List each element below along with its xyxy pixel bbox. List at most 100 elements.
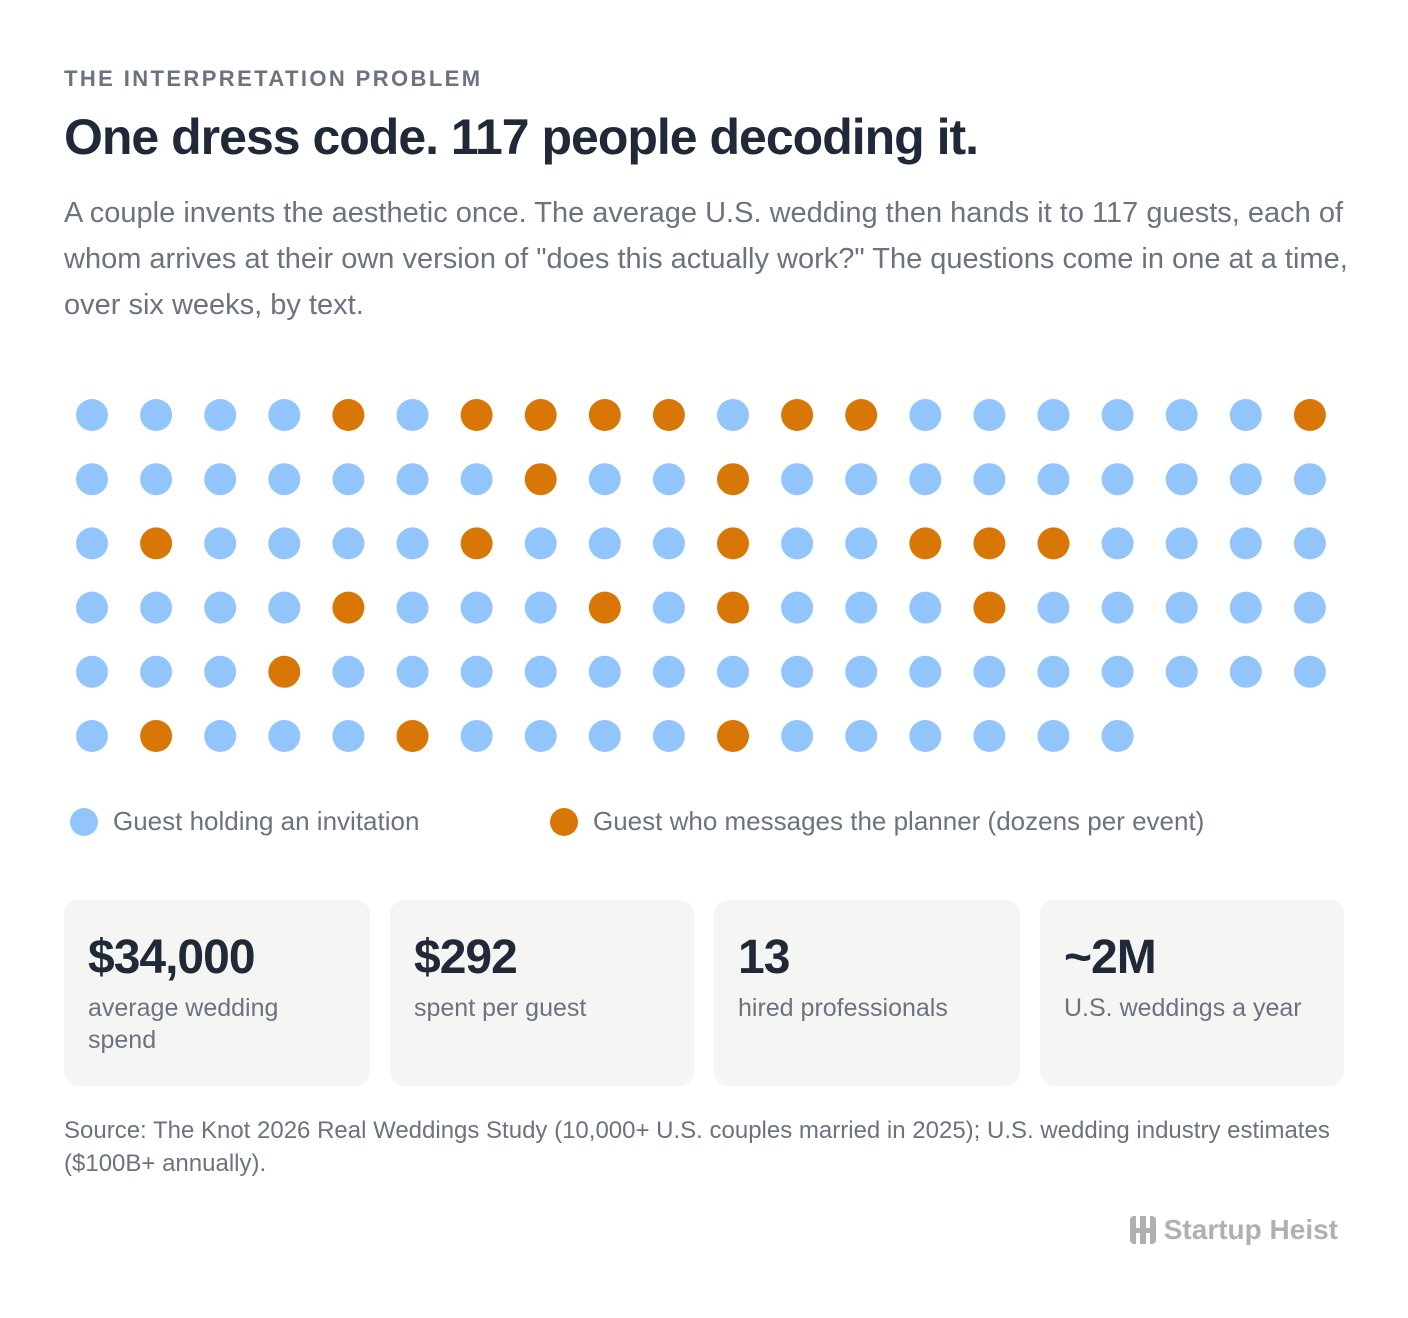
guest-dot-messages <box>332 399 365 431</box>
guest-dot-messages <box>268 655 301 688</box>
guest-dot <box>652 591 685 624</box>
guest-dot <box>1165 655 1198 688</box>
guest-dot <box>460 591 493 624</box>
guest-dot-messages <box>524 399 557 431</box>
guest-dot <box>845 463 878 496</box>
guest-dot <box>396 527 429 560</box>
guest-dot <box>140 591 173 624</box>
guest-dot <box>332 463 365 496</box>
guest-dot <box>909 591 942 624</box>
brand-logo[interactable]: Startup Heist <box>1129 1214 1338 1246</box>
guest-dot-messages <box>717 591 749 624</box>
guest-dot <box>524 720 557 752</box>
building-icon <box>1129 1216 1156 1244</box>
guest-dot <box>268 591 301 624</box>
stat-label: average wedding spend <box>88 994 279 1054</box>
guest-dot-messages <box>717 720 749 752</box>
legend-item-invitation: Guest holding an invitation <box>70 806 419 837</box>
guest-dot <box>140 399 173 431</box>
guest-dot <box>781 720 814 752</box>
guest-dot <box>76 463 108 496</box>
guest-dot <box>332 655 365 688</box>
guest-dot <box>268 527 301 560</box>
guest-dot <box>1101 655 1134 688</box>
guest-dot <box>76 399 108 431</box>
waffle-chart <box>76 399 1326 752</box>
guest-dot <box>524 527 557 560</box>
guest-dot <box>973 463 1006 496</box>
guest-dot-messages <box>845 399 878 431</box>
guest-dot <box>332 720 365 752</box>
guest-dot <box>652 720 685 752</box>
stat-value: $292 <box>414 931 518 984</box>
guest-dot <box>845 527 878 560</box>
stat-card-weddings-year: ~2M U.S. weddings a year <box>1040 900 1344 1086</box>
guest-dot <box>845 720 878 752</box>
guest-dot-messages <box>460 527 493 560</box>
guest-dot <box>1037 463 1070 496</box>
guest-dot <box>1293 655 1326 688</box>
guest-dot <box>76 720 108 752</box>
guest-dot <box>1101 463 1134 496</box>
guest-dot-messages <box>1293 399 1326 431</box>
guest-dot <box>204 591 237 624</box>
guest-dot <box>909 399 942 431</box>
guest-dot <box>1229 655 1262 688</box>
guest-dot <box>1037 591 1070 624</box>
guest-dot <box>588 463 621 496</box>
brand-name: Startup Heist <box>1163 1214 1338 1245</box>
guest-dot <box>332 527 365 560</box>
guest-dot <box>76 591 108 624</box>
legend-swatch-invitation <box>70 807 98 836</box>
guest-dot-messages <box>781 399 814 431</box>
guest-dot <box>268 720 301 752</box>
guest-dot <box>973 655 1006 688</box>
guest-dot <box>588 655 621 688</box>
legend-item-messages: Guest who messages the planner (dozens p… <box>550 806 1204 837</box>
guest-dot <box>204 720 237 752</box>
guest-dot <box>204 527 237 560</box>
guest-dot <box>204 463 237 496</box>
guest-dot-messages <box>524 463 557 496</box>
guest-dot-messages <box>140 720 173 752</box>
guest-dot <box>1293 527 1326 560</box>
guest-dot <box>396 399 429 431</box>
guest-dot <box>1037 655 1070 688</box>
guest-dot <box>1165 463 1198 496</box>
stat-card-per-guest: $292 spent per guest <box>390 900 694 1086</box>
guest-dot <box>1229 463 1262 496</box>
guest-dot <box>909 720 942 752</box>
guest-dot <box>76 527 108 560</box>
guest-dot <box>1101 591 1134 624</box>
guest-dot <box>845 591 878 624</box>
guest-dot-messages <box>652 399 685 431</box>
stat-card-professionals: 13 hired professionals <box>714 900 1020 1086</box>
guest-dot <box>781 527 814 560</box>
stat-value: ~2M <box>1064 931 1157 984</box>
legend-label-messages: Guest who messages the planner (dozens p… <box>593 806 1205 836</box>
eyebrow: THE INTERPRETATION PROBLEM <box>64 66 483 91</box>
guest-dot-messages <box>717 463 749 496</box>
guest-dot <box>588 720 621 752</box>
page-title: One dress code. 117 people decoding it. <box>64 109 979 165</box>
guest-dot <box>909 463 942 496</box>
guest-dot <box>140 463 173 496</box>
guest-dot <box>1101 527 1134 560</box>
stat-label: hired professionals <box>738 994 948 1022</box>
guest-dot <box>781 463 814 496</box>
guest-dot <box>1229 591 1262 624</box>
stat-value: $34,000 <box>88 931 256 984</box>
guest-dot <box>717 399 749 431</box>
guest-dot-messages <box>717 527 749 560</box>
legend-label-invitation: Guest holding an invitation <box>113 806 420 836</box>
stat-card-wedding-spend: $34,000 average wedding spend <box>64 900 370 1086</box>
guest-dot-messages <box>1037 527 1070 560</box>
guest-dot-messages <box>140 527 173 560</box>
legend-swatch-messages <box>550 807 578 836</box>
guest-dot <box>652 463 685 496</box>
guest-dot <box>1037 720 1070 752</box>
guest-dot <box>909 655 942 688</box>
guest-dot-messages <box>909 527 942 560</box>
guest-dot <box>140 655 173 688</box>
guest-dot <box>1165 527 1198 560</box>
